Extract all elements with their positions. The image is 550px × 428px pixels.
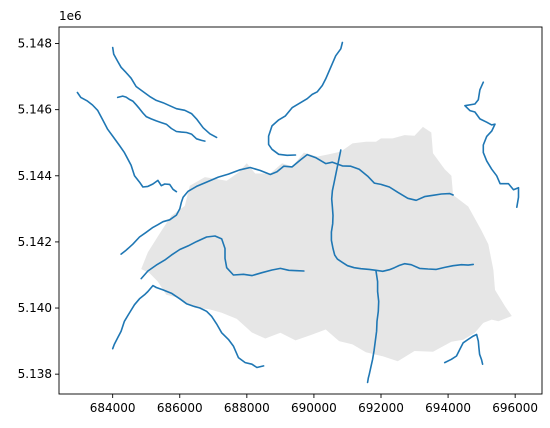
x-tick-label: 690000 — [291, 401, 337, 415]
river-line-7 — [140, 235, 305, 280]
river-line-11 — [443, 333, 484, 366]
axes-frame — [58, 26, 543, 395]
river-line-10 — [111, 284, 265, 369]
y-tick-label: 5.140 — [18, 301, 52, 315]
river-line-3 — [76, 91, 178, 193]
x-tick-label: 696000 — [492, 401, 538, 415]
y-offset-label: 1e6 — [59, 9, 82, 23]
river-line-5 — [464, 81, 520, 208]
river-line-2 — [116, 95, 206, 142]
x-tick-label: 694000 — [425, 401, 471, 415]
x-tick-label: 688000 — [224, 401, 270, 415]
x-tick-label: 684000 — [90, 401, 136, 415]
y-tick-label: 5.144 — [18, 169, 52, 183]
river-line-9 — [366, 270, 380, 384]
x-tick-label: 686000 — [157, 401, 203, 415]
river-line-4 — [267, 41, 344, 157]
region-polygon — [141, 126, 512, 362]
river-line-6 — [120, 153, 454, 255]
y-tick-label: 5.148 — [18, 37, 52, 51]
river-line-8 — [330, 149, 475, 273]
y-tick-label: 5.138 — [18, 367, 52, 381]
x-tick-label: 692000 — [358, 401, 404, 415]
y-tick-label: 5.146 — [18, 103, 52, 117]
y-tick-label: 5.142 — [18, 235, 52, 249]
river-line-1 — [111, 46, 218, 139]
